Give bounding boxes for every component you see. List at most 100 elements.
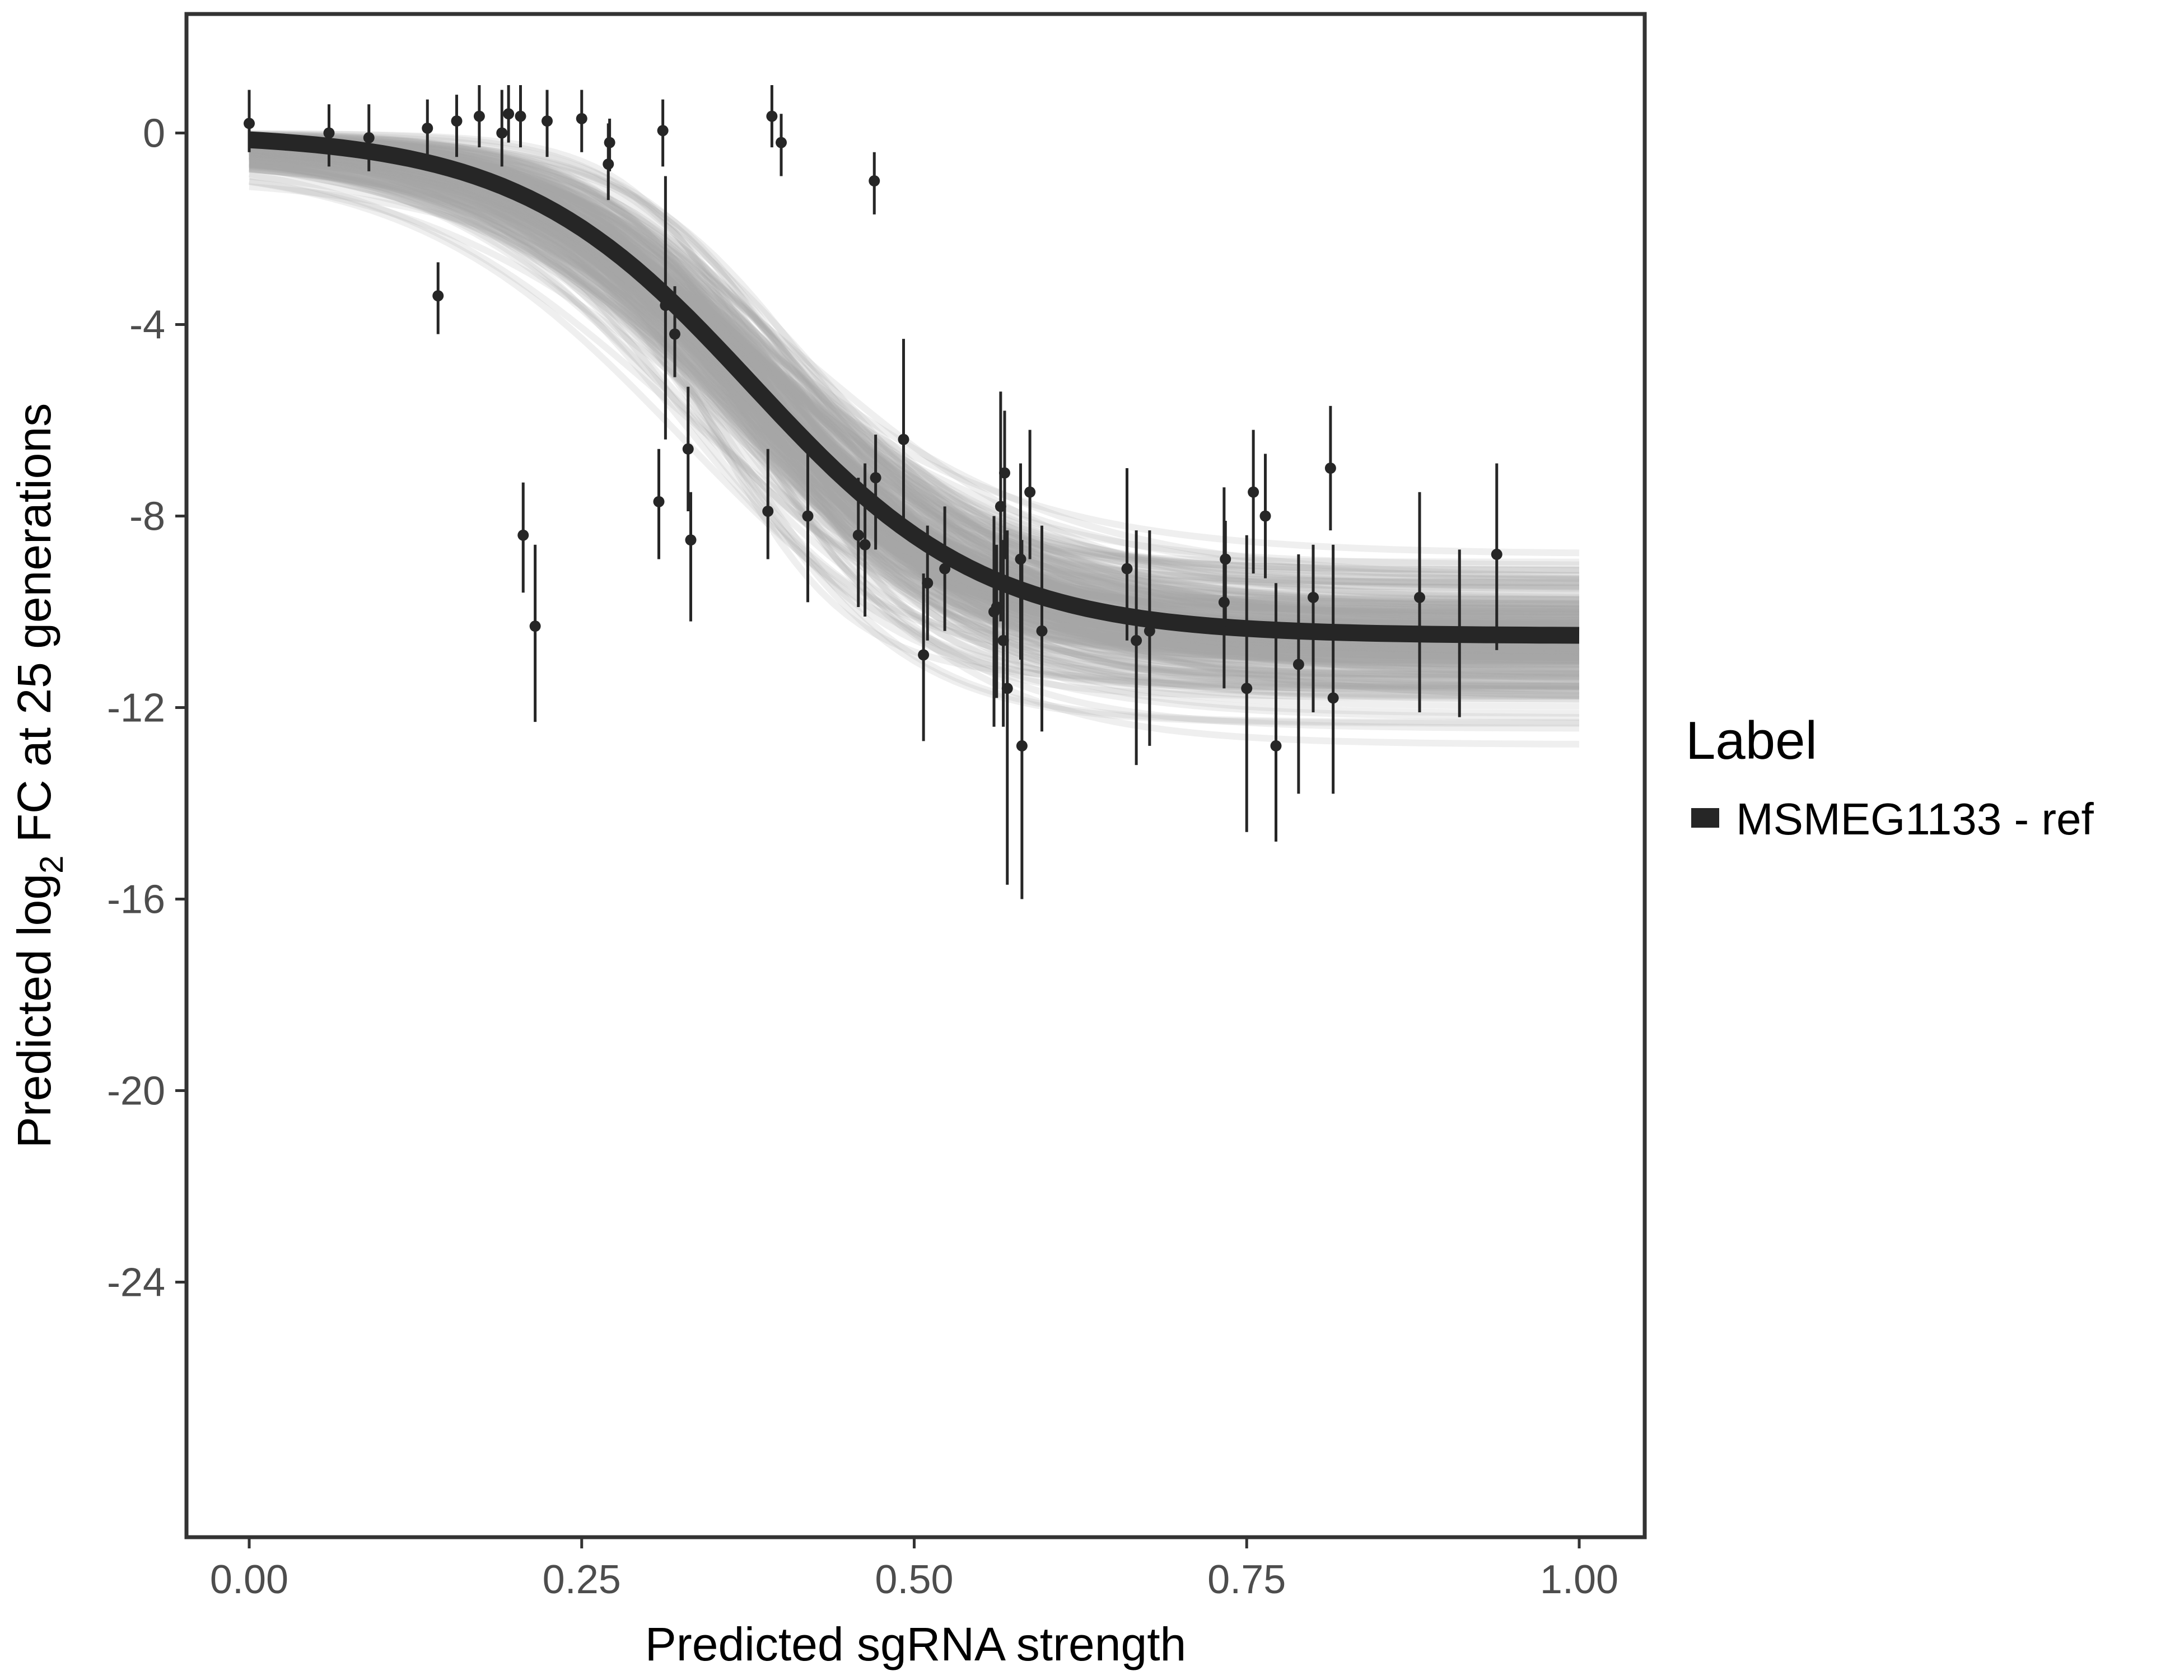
posterior-draw-line <box>249 153 1579 657</box>
data-point <box>323 104 335 167</box>
posterior-draw-line <box>249 153 1580 656</box>
data-point <box>1001 530 1013 885</box>
point-marker <box>517 529 529 541</box>
point-marker <box>1241 683 1253 694</box>
data-point <box>1016 540 1028 899</box>
posterior-draw-line <box>249 130 1579 612</box>
point-marker <box>1327 692 1339 704</box>
posterior-draw-line <box>249 139 1580 626</box>
posterior-draw-line <box>249 150 1580 624</box>
posterior-draw-line <box>249 148 1580 573</box>
posterior-draw-line <box>249 134 1579 649</box>
y-tick-label: -16 <box>107 878 165 922</box>
data-point <box>869 152 880 214</box>
point-marker <box>542 115 553 127</box>
data-point <box>660 176 671 440</box>
point-marker <box>653 496 665 507</box>
data-point <box>1241 535 1253 832</box>
point-marker <box>1248 486 1259 498</box>
posterior-draw-line <box>249 152 1580 612</box>
data-point <box>529 544 541 722</box>
posterior-draw-line <box>249 165 1580 673</box>
point-marker <box>1491 548 1502 560</box>
posterior-draw-line <box>249 148 1580 660</box>
y-axis-title: Predicted log2 FC at 25 generations <box>8 403 70 1148</box>
data-point <box>653 449 665 559</box>
x-axis: 0.00 0.25 0.50 0.75 1.00 <box>210 1537 1618 1602</box>
posterior-draw-line <box>249 138 1580 659</box>
posterior-draw-line <box>249 149 1580 651</box>
posterior-draw-line <box>249 147 1580 677</box>
legend-title: Label <box>1686 711 1817 771</box>
data-point <box>1121 468 1133 641</box>
posterior-draw-line <box>249 152 1580 627</box>
point-marker <box>766 110 778 122</box>
point-marker <box>1414 591 1425 603</box>
posterior-draw-line <box>249 161 1580 670</box>
point-marker <box>859 539 871 550</box>
point-marker <box>604 137 615 148</box>
posterior-draw-line <box>249 134 1579 627</box>
data-point <box>762 449 774 559</box>
posterior-draw-line <box>249 161 1580 584</box>
posterior-draw-line <box>249 133 1580 626</box>
point-marker <box>1016 740 1028 752</box>
legend-key-fit <box>1691 808 1719 828</box>
posterior-draw-line <box>249 137 1579 669</box>
posterior-draw-line <box>249 147 1580 655</box>
data-point <box>422 99 433 157</box>
posterior-draw-line <box>249 130 1579 678</box>
posterior-draw-line <box>249 136 1579 605</box>
x-tick-label: 0.25 <box>543 1557 621 1602</box>
data-point <box>898 339 909 521</box>
posterior-draw-line <box>249 150 1580 683</box>
posterior-draw-line <box>249 146 1580 601</box>
data-point <box>496 90 508 167</box>
legend: Label MSMEG1133 - ref <box>1686 711 2094 844</box>
data-point <box>1248 430 1259 574</box>
point-marker <box>1024 486 1036 498</box>
point-marker <box>1259 510 1271 522</box>
posterior-draw-line <box>249 157 1580 690</box>
posterior-draw-line <box>249 142 1580 613</box>
data-point <box>766 85 778 148</box>
point-marker <box>503 108 515 120</box>
data-point <box>1220 521 1231 627</box>
posterior-draw-line <box>249 152 1580 667</box>
posterior-draw-line <box>249 141 1580 648</box>
point-marker <box>660 300 671 311</box>
posterior-draw-line <box>249 133 1579 682</box>
point-marker <box>918 649 930 661</box>
data-point <box>503 85 515 143</box>
posterior-draw-line <box>249 161 1579 681</box>
fit-curve-line <box>249 131 1580 644</box>
point-marker <box>1144 625 1155 637</box>
posterior-draw-line <box>249 133 1580 615</box>
point-marker <box>1131 634 1142 646</box>
point-marker <box>682 443 694 455</box>
data-point <box>451 95 463 157</box>
point-marker <box>244 118 255 129</box>
posterior-draw-line <box>249 136 1580 651</box>
posterior-draw-line <box>249 131 1579 566</box>
posterior-draw-line <box>249 140 1580 668</box>
data-point <box>1270 583 1282 842</box>
posterior-draw-line <box>249 145 1580 656</box>
data-point <box>1036 525 1048 732</box>
point-marker <box>939 563 951 575</box>
posterior-draw-line <box>249 156 1580 748</box>
posterior-draw-line <box>249 152 1580 582</box>
posterior-draw-line <box>249 155 1580 634</box>
posterior-draw-line <box>249 161 1579 693</box>
posterior-draw-line <box>249 173 1580 659</box>
point-marker <box>422 122 433 134</box>
posterior-draw-line <box>249 151 1580 696</box>
x-tick-label: 1.00 <box>1540 1557 1618 1602</box>
posterior-draw-line <box>249 178 1580 689</box>
point-marker <box>515 110 526 122</box>
point-marker <box>999 467 1010 479</box>
posterior-draw-line <box>249 147 1580 624</box>
posterior-draw-line <box>249 152 1580 608</box>
posterior-draw-line <box>249 153 1580 676</box>
